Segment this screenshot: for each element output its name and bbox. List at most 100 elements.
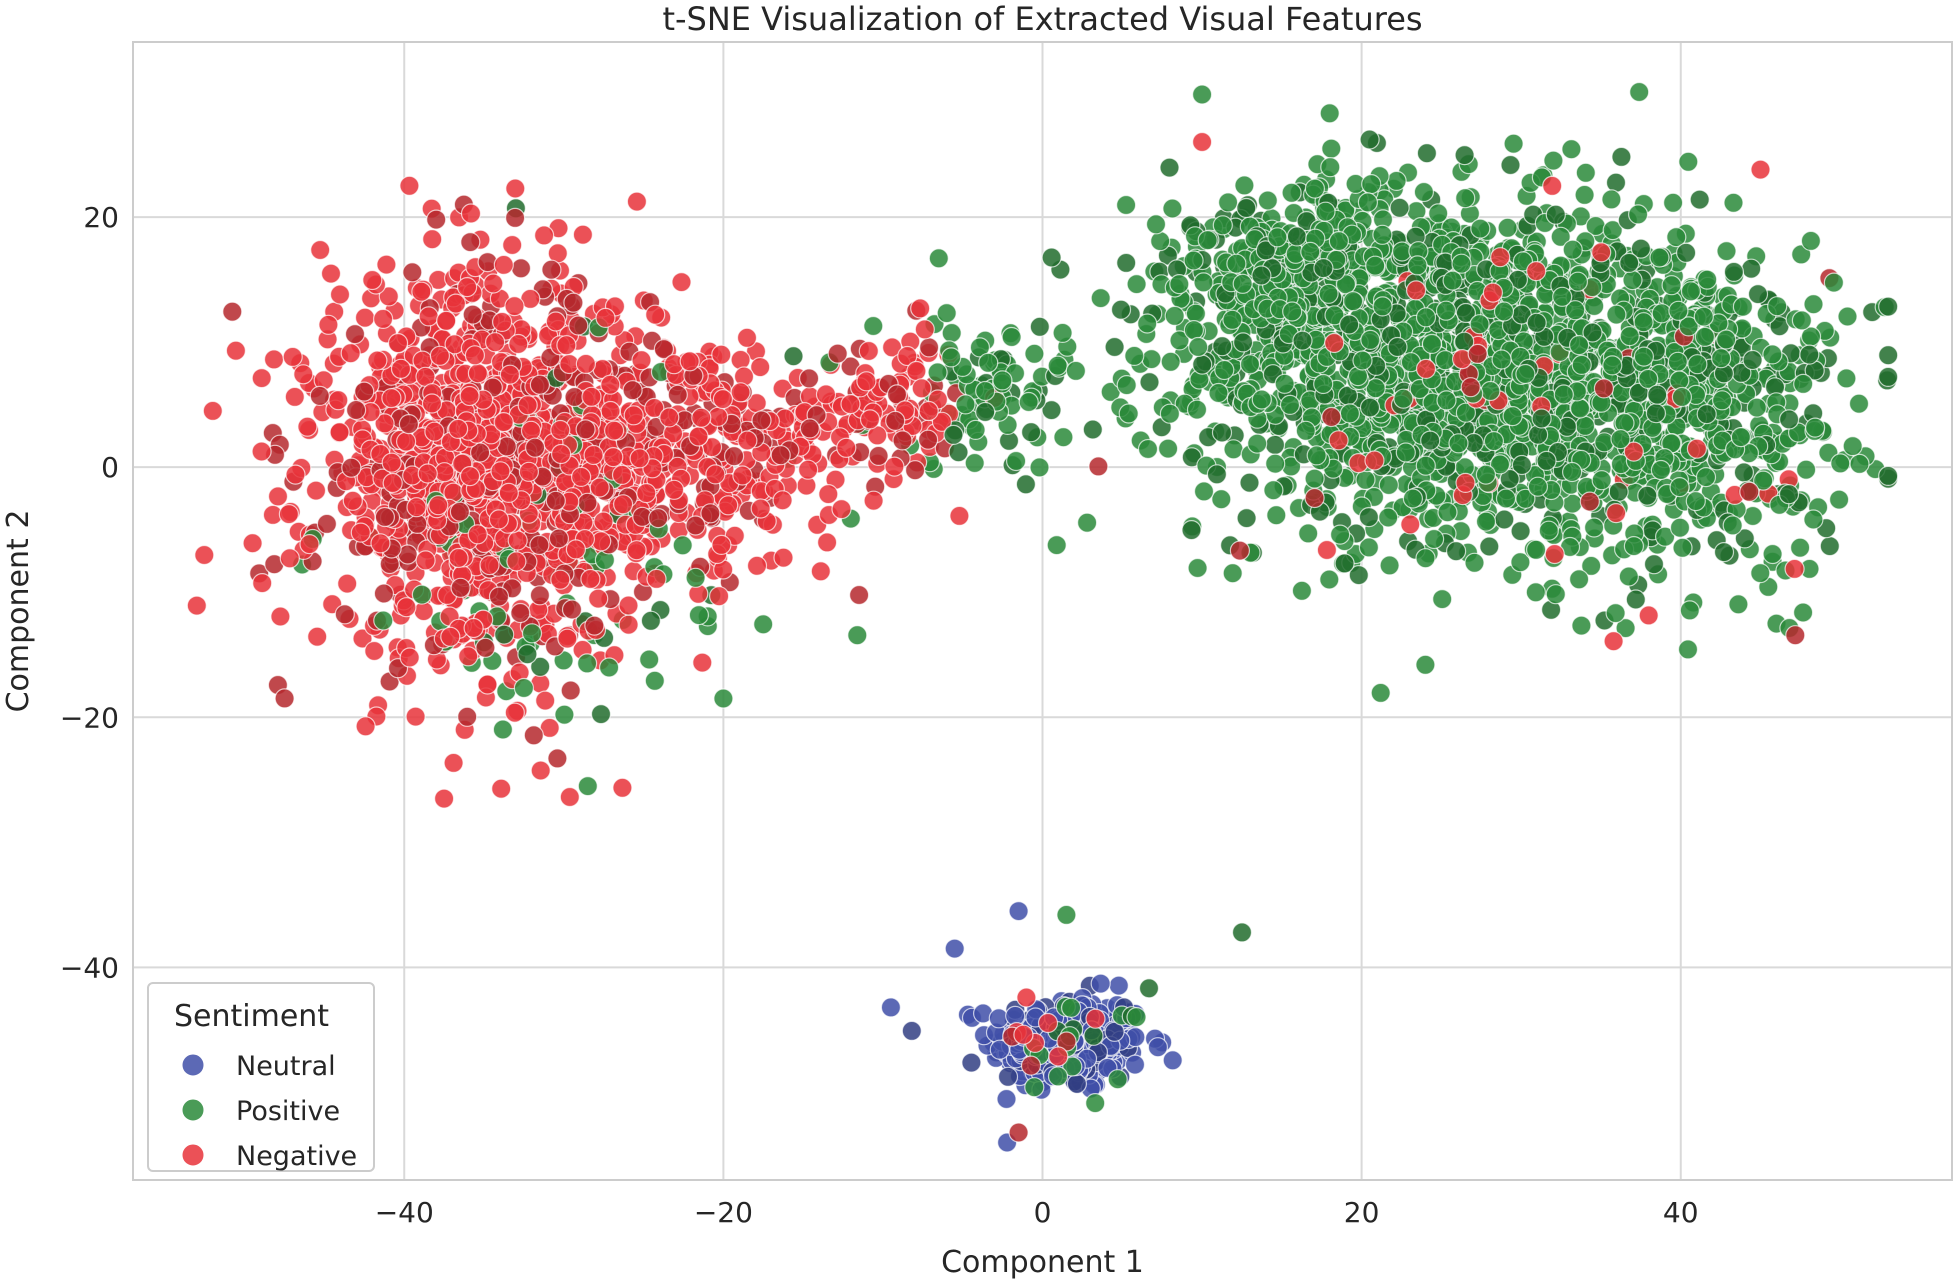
point-positive: [941, 347, 962, 368]
point-negative: [488, 586, 510, 607]
point-negative: [488, 509, 509, 530]
point-positive: [1497, 217, 1518, 238]
point-positive: [1339, 314, 1360, 335]
point-negative: [477, 674, 498, 695]
point-positive: [1348, 564, 1369, 586]
point-positive: [1800, 230, 1822, 251]
point-positive: [1455, 302, 1477, 324]
point-negative: [885, 410, 906, 431]
point-positive: [1650, 459, 1672, 481]
x-tick-label: 0: [1034, 1196, 1052, 1229]
point-positive: [1282, 301, 1303, 322]
point-positive: [1762, 344, 1783, 365]
point-negative: [367, 350, 388, 371]
point-negative: [575, 419, 596, 440]
point-neutral: [1008, 900, 1029, 922]
point-positive: [1212, 336, 1233, 357]
point-positive: [1464, 552, 1485, 573]
point-positive: [1669, 370, 1690, 391]
point-positive: [1550, 226, 1571, 247]
point-negative: [267, 486, 289, 507]
point-positive: [1024, 343, 1045, 364]
point-positive: [1379, 555, 1400, 576]
point-positive: [1060, 997, 1082, 1018]
point-negative: [561, 599, 583, 620]
point-positive: [1746, 397, 1767, 418]
point-positive: [1695, 467, 1717, 488]
point-positive: [1515, 363, 1536, 385]
point-positive: [1637, 485, 1658, 506]
point-negative: [560, 680, 581, 701]
point-positive: [1583, 517, 1605, 538]
point-positive: [1803, 509, 1824, 530]
point-positive: [411, 584, 432, 605]
point-neutral: [996, 1088, 1017, 1110]
point-positive: [1295, 420, 1316, 441]
point-negative: [396, 431, 417, 452]
point-negative: [1324, 332, 1345, 354]
point-negative: [831, 499, 852, 520]
point-positive: [1187, 557, 1208, 579]
point-positive: [1605, 602, 1626, 624]
point-negative: [1008, 1122, 1029, 1143]
point-negative: [316, 513, 337, 535]
point-positive: [1561, 139, 1582, 160]
point-positive: [1239, 354, 1261, 375]
point-positive: [975, 401, 996, 423]
point-negative: [460, 203, 482, 224]
point-positive: [1526, 312, 1547, 333]
point-positive: [1320, 157, 1341, 178]
point-positive: [1633, 346, 1655, 367]
point-positive: [1263, 480, 1284, 501]
point-negative: [533, 225, 555, 246]
point-negative: [493, 254, 514, 275]
point-negative: [881, 337, 903, 358]
point-negative: [892, 430, 913, 451]
point-positive: [1605, 172, 1627, 193]
point-negative: [499, 364, 520, 385]
point-positive: [1606, 304, 1627, 325]
point-positive: [1306, 445, 1327, 466]
point-positive: [1494, 509, 1515, 530]
point-positive: [1448, 433, 1469, 454]
legend-label-negative: Negative: [236, 1141, 357, 1172]
point-positive: [1799, 344, 1820, 365]
point-positive: [1264, 434, 1286, 455]
point-positive: [1082, 419, 1103, 440]
point-positive: [1778, 484, 1800, 505]
point-negative: [563, 292, 584, 313]
point-negative: [949, 505, 970, 527]
point-positive: [1251, 389, 1272, 410]
point-positive: [1696, 404, 1717, 425]
point-negative: [1016, 987, 1037, 1008]
point-negative: [284, 386, 305, 407]
point-negative: [504, 296, 525, 317]
x-tick-label: 40: [1663, 1196, 1699, 1229]
point-positive: [1849, 453, 1870, 474]
point-positive: [1342, 291, 1364, 312]
point-positive: [1491, 349, 1512, 370]
point-positive: [1767, 296, 1788, 317]
point-negative: [507, 530, 528, 551]
point-positive: [1359, 129, 1380, 150]
point-negative: [751, 410, 772, 431]
point-positive: [1804, 417, 1826, 438]
point-negative: [299, 533, 320, 555]
point-negative: [603, 420, 625, 441]
point-negative: [772, 490, 793, 511]
point-positive: [685, 567, 706, 588]
point-negative: [460, 232, 481, 253]
point-negative: [428, 495, 449, 516]
point-positive: [1001, 326, 1022, 348]
point-positive: [513, 677, 535, 699]
point-negative: [329, 422, 350, 443]
point-positive: [1352, 350, 1373, 371]
point-positive: [1304, 468, 1325, 489]
point-positive: [1619, 326, 1640, 347]
point-positive: [1791, 310, 1813, 331]
point-negative: [263, 349, 285, 370]
y-axis-label: Component 2: [1, 510, 36, 713]
point-negative: [274, 688, 295, 709]
point-positive: [1257, 190, 1278, 211]
point-negative: [350, 522, 371, 543]
